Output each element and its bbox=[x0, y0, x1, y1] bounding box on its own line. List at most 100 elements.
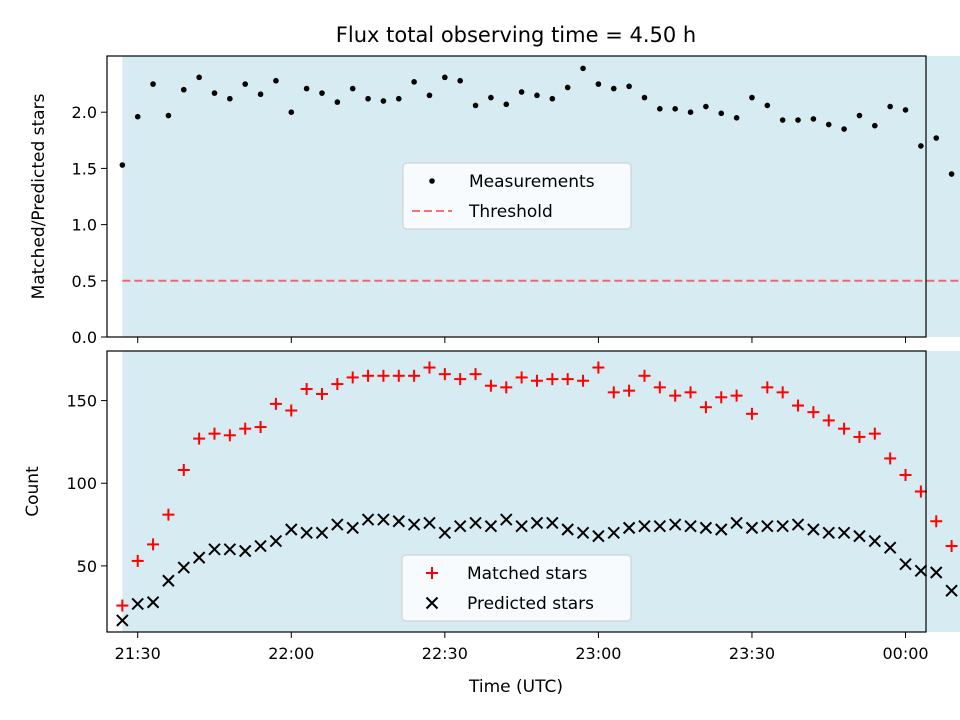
measurement-point bbox=[503, 101, 510, 108]
measurement-point bbox=[119, 162, 126, 168]
predicted-star-point bbox=[346, 521, 359, 535]
predicted-star-point bbox=[392, 515, 405, 528]
measurement-point bbox=[933, 135, 940, 141]
matched-star-point bbox=[392, 369, 405, 382]
predicted-star-point bbox=[853, 529, 866, 543]
predicted-star-point bbox=[131, 597, 144, 611]
predicted-star-point bbox=[546, 516, 559, 530]
predicted-star-point bbox=[899, 558, 912, 571]
predicted-star-point bbox=[930, 566, 943, 579]
predicted-star-point bbox=[407, 518, 421, 531]
predicted-star-point bbox=[162, 574, 175, 587]
predicted-star-point bbox=[453, 520, 467, 533]
measurement-point bbox=[165, 112, 172, 119]
x-tick-label: 22:00 bbox=[268, 644, 314, 663]
figure-title: Flux total observing time = 4.50 h bbox=[336, 23, 696, 47]
matched-star-point bbox=[592, 361, 605, 374]
measurement-point bbox=[349, 85, 356, 92]
measurement-point bbox=[488, 94, 494, 101]
measurement-point bbox=[257, 91, 264, 98]
matched-star-point bbox=[331, 378, 344, 391]
matched-star-point bbox=[822, 414, 835, 427]
matched-star-point bbox=[899, 468, 912, 481]
measurement-point bbox=[948, 171, 955, 177]
measurement-point bbox=[303, 85, 310, 92]
predicted-star-point bbox=[807, 523, 820, 536]
measurement-point bbox=[779, 117, 786, 123]
predicted-star-point bbox=[146, 596, 160, 609]
measurement-point bbox=[718, 110, 725, 117]
predicted-star-point bbox=[530, 516, 544, 530]
measurements-series bbox=[119, 65, 955, 177]
y-tick-label: 0.5 bbox=[72, 272, 97, 291]
legend-label-predicted: Predicted stars bbox=[467, 594, 594, 614]
predicted-star-point bbox=[791, 518, 805, 531]
measurement-point bbox=[180, 86, 187, 93]
measurement-point bbox=[457, 77, 463, 84]
measurement-point bbox=[626, 83, 632, 90]
predicted-star-point bbox=[638, 520, 651, 533]
matched-star-point bbox=[561, 373, 574, 386]
measurement-point bbox=[365, 95, 371, 102]
predicted-star-point bbox=[238, 544, 252, 558]
matched-star-point bbox=[868, 427, 881, 440]
measurement-point bbox=[580, 65, 586, 72]
measurement-point bbox=[610, 85, 617, 92]
predicted-star-point bbox=[761, 520, 774, 533]
matched-star-point bbox=[607, 386, 620, 399]
matched-star-point bbox=[377, 369, 390, 382]
predicted-star-point bbox=[653, 520, 667, 533]
predicted-star-point bbox=[254, 539, 267, 553]
measurement-point bbox=[657, 106, 663, 112]
predicted-star-point bbox=[423, 516, 436, 530]
matched-star-point bbox=[653, 381, 666, 394]
matched-star-point bbox=[669, 389, 682, 402]
measurement-point bbox=[841, 126, 847, 132]
measurement-point bbox=[334, 99, 341, 105]
predicted-star-point bbox=[223, 543, 237, 556]
measurement-point bbox=[703, 103, 709, 110]
matched-star-point bbox=[147, 538, 160, 551]
x-ticks-bottom: 21:3022:0022:3023:0023:3000:0000:3001:00… bbox=[115, 632, 929, 663]
measurement-point bbox=[380, 98, 387, 104]
predicted-star-point bbox=[438, 526, 452, 540]
matched-star-point bbox=[530, 374, 543, 387]
measurement-point bbox=[672, 106, 678, 112]
predicted-star-point bbox=[116, 614, 129, 627]
matched-star-point bbox=[684, 386, 697, 399]
matched-star-point bbox=[208, 427, 221, 440]
matched-star-point bbox=[131, 554, 144, 567]
predicted-star-point bbox=[868, 534, 882, 548]
y-tick-label: 1.5 bbox=[72, 159, 97, 178]
measurement-point bbox=[595, 81, 602, 87]
measurement-point bbox=[641, 94, 648, 101]
y-tick-label: 1.0 bbox=[72, 216, 97, 235]
y-axis-label-bottom: Count bbox=[23, 466, 43, 517]
matched-star-point bbox=[745, 407, 758, 420]
matched-stars-series bbox=[116, 361, 958, 612]
x-tick-label: 21:30 bbox=[115, 644, 161, 663]
predicted-star-point bbox=[469, 516, 482, 530]
predicted-star-point bbox=[300, 526, 313, 540]
predicted-star-point bbox=[500, 513, 513, 526]
x-tick-label: 22:30 bbox=[422, 644, 468, 663]
x-ticks-top bbox=[137, 337, 907, 343]
panel-ratio: 0.00.51.01.52.0 Matched/Predicted stars … bbox=[29, 55, 960, 347]
predicted-star-point bbox=[576, 526, 590, 540]
measurement-point bbox=[518, 89, 525, 95]
predicted-star-point bbox=[269, 534, 283, 548]
predicted-star-point bbox=[484, 520, 498, 533]
predicted-star-point bbox=[883, 541, 897, 554]
y-tick-label: 50 bbox=[77, 557, 97, 576]
predicted-star-point bbox=[837, 526, 851, 540]
matched-star-point bbox=[761, 381, 774, 394]
measurement-point bbox=[472, 102, 479, 109]
measurement-point bbox=[134, 113, 141, 120]
measurement-point bbox=[733, 115, 740, 121]
matched-star-point bbox=[776, 386, 789, 399]
matched-star-point bbox=[807, 406, 820, 419]
x-axis-label: Time (UTC) bbox=[468, 677, 563, 697]
y-axis-label-top: Matched/Predicted stars bbox=[29, 93, 49, 299]
predicted-star-point bbox=[515, 520, 528, 533]
